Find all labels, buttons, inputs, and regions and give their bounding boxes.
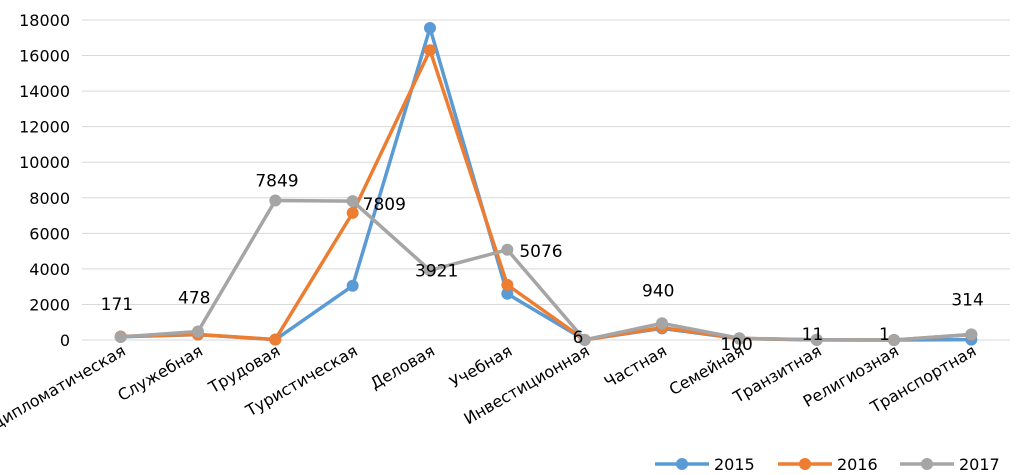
series-point-2017 bbox=[424, 264, 436, 277]
x-tick-label: Инвестиционная bbox=[460, 341, 592, 428]
data-label: 940 bbox=[642, 281, 674, 301]
y-tick-label: 8000 bbox=[29, 189, 70, 208]
data-label: 1 bbox=[879, 325, 890, 345]
series-point-2015 bbox=[501, 287, 514, 300]
series-lines bbox=[120, 26, 972, 342]
series-point-2016 bbox=[501, 278, 514, 291]
series-point-2016 bbox=[424, 44, 436, 57]
legend-marker-2016 bbox=[799, 458, 811, 470]
x-tick-label: Частная bbox=[601, 341, 670, 392]
series-point-2017 bbox=[733, 332, 746, 345]
series-point-2017 bbox=[888, 333, 900, 346]
series-point-2016 bbox=[269, 333, 282, 346]
data-label: 171 bbox=[101, 295, 133, 315]
x-tick-label: Учебная bbox=[446, 341, 515, 392]
data-label: 7809 bbox=[363, 195, 406, 215]
series-point-2015 bbox=[346, 279, 359, 292]
data-label: 11 bbox=[802, 325, 824, 345]
series-point-2015 bbox=[424, 22, 436, 34]
series-point-2017 bbox=[810, 333, 823, 346]
y-tick-label: 12000 bbox=[19, 118, 70, 137]
series-point-2017 bbox=[965, 328, 978, 341]
data-label: 100 bbox=[720, 335, 752, 355]
legend-label-2016: 2016 bbox=[837, 455, 878, 474]
series-points bbox=[114, 22, 978, 346]
series-point-2017 bbox=[656, 317, 668, 330]
legend-label-2015: 2015 bbox=[714, 455, 755, 474]
data-label: 6 bbox=[573, 328, 584, 348]
y-tick-label: 4000 bbox=[29, 260, 70, 279]
series-line-2017 bbox=[120, 198, 972, 342]
data-label: 5076 bbox=[519, 242, 562, 262]
x-tick-label: Деловая bbox=[367, 341, 438, 393]
series-point-2017 bbox=[269, 194, 282, 207]
series-point-2017 bbox=[501, 243, 514, 256]
y-tick-label: 16000 bbox=[19, 47, 70, 66]
y-tick-label: 6000 bbox=[29, 224, 70, 243]
x-tick-label: Служебная bbox=[114, 341, 206, 405]
series-point-2017 bbox=[346, 195, 359, 208]
data-label: 7849 bbox=[255, 171, 298, 191]
y-axis: 0 2000 4000 6000 8000 10000 12000 14000 16000 180… bbox=[19, 11, 70, 350]
data-label: 314 bbox=[951, 290, 983, 310]
series-point-2017 bbox=[192, 325, 204, 338]
y-tick-label: 0 bbox=[60, 331, 70, 350]
legend: 2015 2016 2017 bbox=[655, 455, 1000, 474]
y-tick-label: 2000 bbox=[29, 295, 70, 314]
y-tick-label: 18000 bbox=[19, 11, 70, 30]
y-tick-label: 14000 bbox=[19, 82, 70, 101]
data-label: 3921 bbox=[415, 261, 458, 281]
series-point-2017 bbox=[578, 333, 591, 346]
x-tick-label: Дипломатическая bbox=[0, 341, 129, 434]
data-label: 478 bbox=[178, 289, 210, 309]
series-point-2017 bbox=[114, 330, 127, 343]
legend-marker-2017 bbox=[921, 458, 933, 470]
legend-marker-2015 bbox=[676, 458, 688, 470]
series-point-2016 bbox=[346, 206, 359, 219]
legend-label-2017: 2017 bbox=[959, 455, 1000, 474]
y-tick-label: 10000 bbox=[19, 153, 70, 172]
